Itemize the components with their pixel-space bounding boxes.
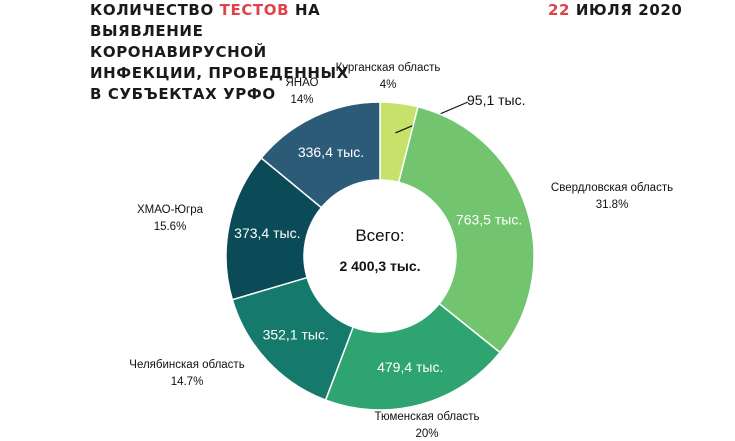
percent-label-челябинская-область: 14.7% [171, 376, 204, 388]
category-label-хмао-югра: ХМАО-Югра [137, 204, 204, 216]
value-label-хмао-югра: 373,4 тыс. [234, 225, 300, 241]
date-rest: ИЮЛЯ 2020 [570, 1, 683, 19]
category-label-курганская-область: Курганская область [336, 62, 441, 74]
percent-label-хмао-югра: 15.6% [154, 221, 187, 233]
slice-янао [260, 101, 381, 209]
value-label-свердловская-область: 763,5 тыс. [456, 212, 522, 228]
title-line-4: В СУБЪЕКТАХ УРФО [90, 85, 276, 103]
value-label-тюменская-область: 479,4 тыс. [377, 359, 443, 375]
chart-title: КОЛИЧЕСТВО ТЕСТОВ НА ВЫЯВЛЕНИЕ КОРОНАВИР… [90, 0, 380, 105]
percent-label-тюменская-область: 20% [415, 428, 438, 440]
category-label-тюменская-область: Тюменская область [374, 411, 479, 423]
slice-тюменская-область [324, 302, 502, 411]
title-highlight: ТЕСТОВ [219, 1, 290, 19]
value-label-челябинская-область: 352,1 тыс. [263, 326, 329, 342]
date-label: 22 ИЮЛЯ 2020 [548, 1, 682, 19]
title-line-2: ВЫЯВЛЕНИЕ КОРОНАВИРУСНОЙ [90, 22, 267, 61]
title-line1-suffix: НА [289, 1, 321, 19]
percent-label-янао: 14% [290, 94, 313, 106]
category-label-янао: ЯНАО [286, 77, 319, 89]
total-value: 2 400,3 тыс. [339, 258, 421, 274]
title-line-1: КОЛИЧЕСТВО ТЕСТОВ НА [90, 0, 380, 21]
percent-label-курганская-область: 4% [380, 79, 397, 91]
percent-label-свердловская-область: 31.8% [596, 199, 629, 211]
value-label-курганская-область: 95,1 тыс. [467, 92, 526, 108]
total-caption: Всего: [355, 226, 405, 245]
category-label-челябинская-область: Челябинская область [129, 359, 244, 371]
slice-свердловская-область [397, 105, 535, 354]
title-prefix: КОЛИЧЕСТВО [90, 1, 220, 19]
title-line-3: ИНФЕКЦИИ, ПРОВЕДЕННЫХ [90, 64, 349, 82]
category-label-свердловская-область: Свердловская область [551, 182, 673, 194]
value-label-янао: 336,4 тыс. [298, 144, 364, 160]
date-day: 22 [548, 1, 571, 19]
